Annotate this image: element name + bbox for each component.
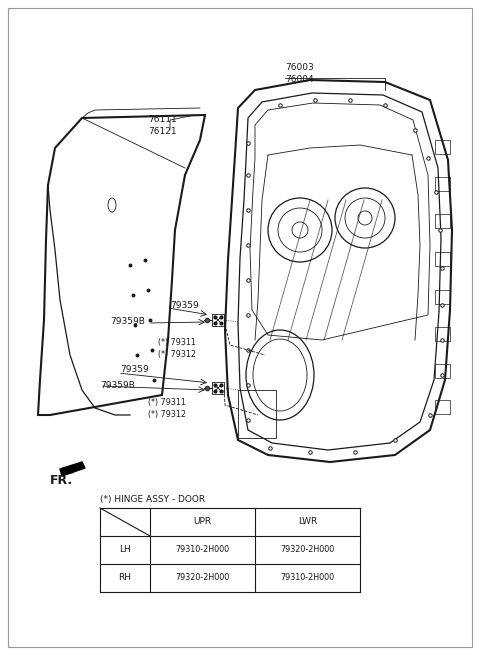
Text: (*) HINGE ASSY - DOOR: (*) HINGE ASSY - DOOR [100, 495, 205, 504]
Text: 79359: 79359 [120, 365, 149, 375]
Text: 76004: 76004 [285, 75, 313, 84]
Bar [435, 290, 450, 304]
Text: 79310-2H000: 79310-2H000 [175, 546, 229, 555]
Polygon shape [60, 462, 85, 476]
Text: 79320-2H000: 79320-2H000 [280, 546, 335, 555]
Text: LWR: LWR [298, 517, 317, 527]
Text: LH: LH [119, 546, 131, 555]
Bar [435, 400, 450, 414]
Bar [435, 252, 450, 266]
Text: (*) 79311: (*) 79311 [158, 337, 196, 346]
Bar [212, 314, 224, 326]
Text: 79359B: 79359B [100, 381, 135, 390]
Bar [212, 382, 224, 394]
Text: (*) 79312: (*) 79312 [148, 409, 186, 419]
Text: FR.: FR. [50, 474, 73, 487]
Text: UPR: UPR [193, 517, 212, 527]
Bar [435, 177, 450, 191]
Text: 76121: 76121 [148, 128, 177, 136]
Bar [435, 140, 450, 154]
Bar [435, 214, 450, 228]
Bar [435, 327, 450, 341]
Text: 76003: 76003 [285, 64, 314, 73]
Text: RH: RH [119, 574, 132, 582]
Text: (*) 79311: (*) 79311 [148, 398, 186, 407]
Text: 79359B: 79359B [110, 318, 145, 326]
Bar [238, 390, 276, 438]
Bar [435, 364, 450, 378]
Text: 79310-2H000: 79310-2H000 [280, 574, 335, 582]
Text: 76111: 76111 [148, 115, 177, 124]
Text: (*) 79312: (*) 79312 [158, 350, 196, 358]
Text: 79359: 79359 [170, 301, 199, 310]
Text: 79320-2H000: 79320-2H000 [175, 574, 229, 582]
